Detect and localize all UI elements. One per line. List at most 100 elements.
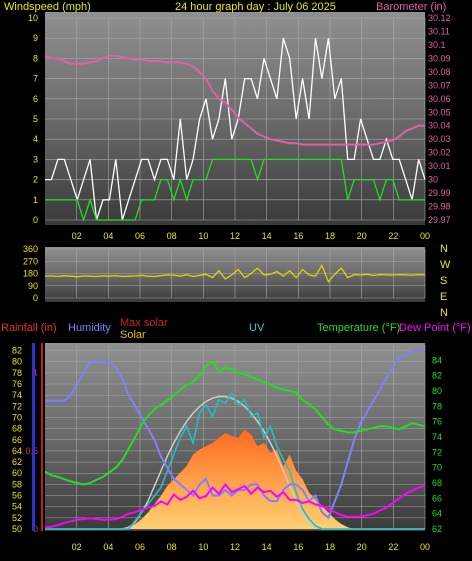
temperature-tick: 74 (432, 432, 442, 442)
humidity-tick: 52 (12, 513, 22, 523)
humidity-tick: 64 (12, 446, 22, 456)
barometer-tick: 30.05 (428, 107, 451, 117)
x-tick-label: 06 (135, 542, 145, 552)
x-tick-label: 16 (293, 231, 303, 241)
windspeed-axis-label: Windspeed (mph) (4, 1, 91, 13)
x-tick-label: 16 (293, 542, 303, 552)
windspeed-tick: 1 (33, 195, 38, 205)
gust-line (45, 38, 426, 221)
max-solar-label: Max solar (120, 317, 168, 329)
rain-tick: 0.5 (25, 446, 38, 456)
direction-tick: 0 (33, 293, 38, 303)
barometer-tick: 30.09 (428, 53, 451, 63)
barometer-tick: 30.07 (428, 80, 451, 90)
temperature-tick: 80 (432, 386, 442, 396)
humidity-tick: 54 (12, 502, 22, 512)
humidity-tick: 58 (12, 479, 22, 489)
temperature-line (44, 360, 426, 486)
direction-axis-ticks: 360 270 180 90 0 (23, 244, 38, 303)
temperature-tick: 70 (432, 463, 442, 473)
x-tick-label: 06 (135, 231, 145, 241)
direction-series (44, 263, 426, 283)
x-tick-label: 22 (388, 542, 398, 552)
dewpoint-label: Dew Point (°F) (399, 322, 471, 334)
x-tick-label: 20 (357, 542, 367, 552)
humidity-tick: 62 (12, 457, 22, 467)
humidity-tick: 70 (12, 412, 22, 422)
wind-line (45, 158, 425, 223)
barometer-tick: 29.99 (428, 188, 451, 198)
chart-title: 24 hour graph day : July 06 2025 (175, 1, 336, 13)
barometer-tick: 30.08 (428, 67, 451, 77)
direction-tick: 360 (23, 244, 38, 254)
wind-grid (45, 17, 426, 221)
dewpoint-line (44, 482, 426, 529)
barometer-tick: 30.11 (428, 26, 450, 36)
compass-letter: S (440, 275, 447, 287)
uv-label: UV (249, 322, 265, 334)
temperature-tick: 78 (432, 401, 442, 411)
humidity-tick: 76 (12, 379, 22, 389)
x-tick-label: 10 (198, 231, 208, 241)
temperature-tick: 82 (432, 371, 442, 381)
uv-line (45, 391, 425, 530)
humidity-tick: 68 (12, 424, 22, 434)
windspeed-tick: 8 (33, 53, 38, 63)
barometer-tick: 30 (428, 175, 438, 185)
barometer-tick: 30.1 (428, 40, 446, 50)
windspeed-tick: 5 (33, 114, 38, 124)
humidity-tick: 80 (12, 357, 22, 367)
windspeed-tick: 0 (33, 215, 38, 225)
x-tick-label: 08 (167, 542, 177, 552)
x-tick-label: 00 (420, 542, 430, 552)
windspeed-tick: 6 (33, 94, 38, 104)
x-tick-label: 20 (357, 231, 367, 241)
barometer-axis-label: Barometer (in) (376, 1, 446, 13)
x-tick-label: 14 (262, 542, 272, 552)
temperature-tick: 68 (432, 478, 442, 488)
x-tick-label: 08 (167, 231, 177, 241)
climate-axis-ticks: 505254565860626466687072747678808200.516… (12, 346, 442, 552)
windspeed-tick: 7 (33, 74, 38, 84)
compass-letter: W (440, 259, 451, 271)
x-tick-label: 10 (198, 542, 208, 552)
compass-letter: N (440, 243, 448, 255)
rain-axis-bar (41, 343, 43, 531)
x-tick-label: 12 (230, 231, 240, 241)
direction-tick: 90 (28, 281, 38, 291)
temperature-tick: 62 (432, 524, 442, 534)
humidity-tick: 82 (12, 346, 22, 356)
temperature-tick: 84 (432, 355, 442, 365)
temperature-tick: 72 (432, 447, 442, 457)
windspeed-tick: 10 (28, 13, 38, 23)
barometer-tick: 30.02 (428, 148, 451, 158)
barometer-tick: 30.04 (428, 121, 451, 131)
temperature-label: Temperature (°F) (317, 322, 400, 334)
x-tick-label: 18 (325, 231, 335, 241)
humidity-line (45, 349, 425, 520)
temperature-tick: 76 (432, 417, 442, 427)
direction-line (44, 263, 426, 283)
rain-tick: 0 (33, 524, 38, 534)
solar-area (45, 429, 425, 529)
humidity-tick: 72 (12, 401, 22, 411)
humidity-tick: 74 (12, 390, 22, 400)
barometer-tick: 30.01 (428, 161, 451, 171)
barometer-tick: 30.12 (428, 13, 451, 23)
temperature-tick: 64 (432, 509, 442, 519)
direction-grid (45, 248, 426, 299)
x-tick-label: 02 (72, 542, 82, 552)
barometer-line (44, 54, 425, 146)
direction-tick: 180 (23, 269, 38, 279)
x-tick-label: 22 (388, 231, 398, 241)
windspeed-tick: 4 (33, 134, 38, 144)
x-tick-label: 00 (420, 231, 430, 241)
humidity-axis-bar (32, 343, 35, 531)
barometer-tick: 30.03 (428, 134, 451, 144)
x-tick-label: 02 (72, 231, 82, 241)
x-tick-label: 18 (325, 542, 335, 552)
humidity-tick: 66 (12, 435, 22, 445)
climate-series (44, 349, 426, 530)
